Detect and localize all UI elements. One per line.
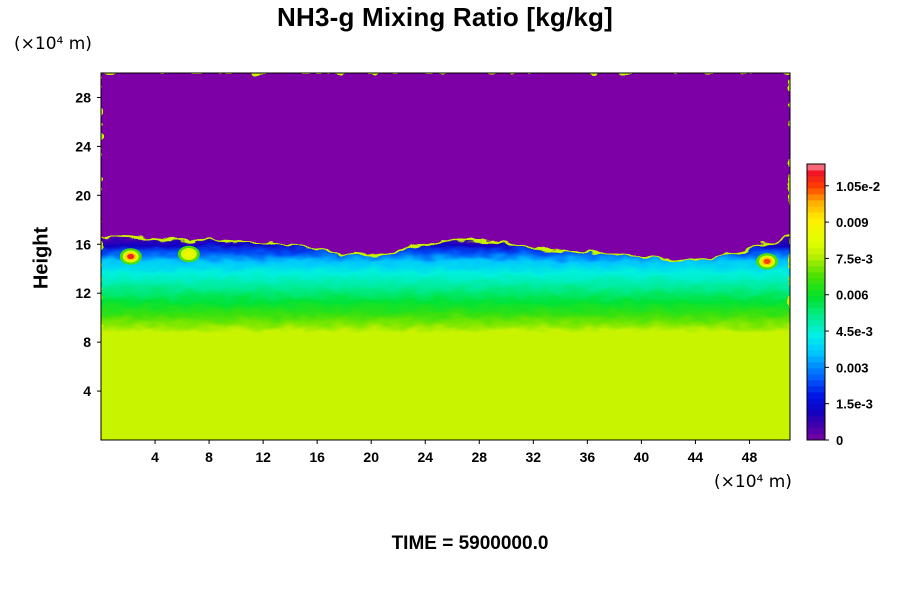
colorbar-segment [807,428,825,435]
x-tick-label: 44 [688,449,704,465]
x-tick-label: 8 [205,449,213,465]
colorbar-segment [807,344,825,351]
x-tick-label: 48 [742,449,758,465]
colorbar-segment [807,398,825,405]
colorbar-segment [807,236,825,243]
y-tick-label: 28 [75,89,91,105]
colorbar: 0 1.5e-3 0.003 4.5e-3 0.006 7.5e-3 0.009 1.05e-… [806,163,880,448]
colorbar-label: 4.5e-3 [836,324,873,339]
heatmap-plot [101,73,790,440]
colorbar-segment [807,332,825,339]
colorbar-segment [807,200,825,207]
colorbar-segment [807,260,825,267]
colorbar-segment [807,380,825,387]
colorbar-segment [807,164,825,171]
colorbar-segment [807,320,825,327]
colorbar-segment [807,374,825,381]
colorbar-label: 0 [836,433,843,448]
colorbar-segment [807,248,825,255]
colorbar-segment [807,212,825,219]
colorbar-segment [807,206,825,213]
colorbar-segment [807,308,825,315]
colorbar-segment [807,302,825,309]
colorbar-segment [807,266,825,273]
field-mixing-band [101,236,790,333]
colorbar-segment [807,296,825,303]
x-tick-label: 32 [526,449,542,465]
colorbar-segment [807,194,825,201]
colorbar-segment [807,338,825,345]
chart-title: NH3-g Mixing Ratio [kg/kg] [277,2,613,32]
colorbar-label: 0.003 [836,360,869,375]
colorbar-segment [807,434,825,441]
y-axis-unit: (×10⁴ m) [14,34,92,54]
y-tick-label: 12 [75,285,91,301]
y-tick-label: 8 [83,334,91,350]
colorbar-segment [807,362,825,369]
y-tick-label: 16 [75,236,91,252]
colorbar-segment [807,272,825,279]
x-tick-label: 4 [151,449,159,465]
colorbar-label: 0.006 [836,288,869,303]
colorbar-segment [807,326,825,333]
colorbar-segment [807,170,825,177]
colorbar-label: 7.5e-3 [836,251,873,266]
x-tick-label: 20 [363,449,379,465]
y-axis-ticks: 4 8 12 16 20 24 28 [75,89,101,399]
hotspot-3 [177,245,200,263]
colorbar-label: 0.009 [836,215,869,230]
colorbar-segment [807,416,825,423]
colorbar-segment [807,176,825,183]
x-tick-label: 12 [255,449,271,465]
colorbar-segment [807,230,825,237]
hotspot-1 [119,248,142,265]
hotspot-2 [756,253,779,270]
colorbar-segment [807,422,825,429]
time-label: TIME = 5900000.0 [391,533,549,554]
colorbar-segment [807,350,825,357]
x-tick-label: 28 [471,449,487,465]
colorbar-segment [807,182,825,189]
x-axis-ticks: 4 8 12 16 20 24 28 32 36 40 44 48 [151,440,757,465]
y-tick-label: 20 [75,187,91,203]
colorbar-label: 1.05e-2 [836,179,880,194]
colorbar-segment [807,410,825,417]
plot-frame [100,72,791,441]
colorbar-segment [807,278,825,285]
colorbar-segment [807,224,825,231]
field-upper-region [101,73,790,261]
x-axis-unit: (×10⁴ m) [714,472,792,492]
colorbar-segment [807,314,825,321]
colorbar-segment [807,188,825,195]
colorbar-segment [807,254,825,261]
x-tick-label: 36 [580,449,596,465]
x-tick-label: 40 [634,449,650,465]
colorbar-label: 1.5e-3 [836,397,873,412]
colorbar-segment [807,368,825,375]
colorbar-segment [807,218,825,225]
x-tick-label: 16 [309,449,325,465]
colorbar-frame [806,163,826,441]
colorbar-segment [807,242,825,249]
colorbar-segment [807,386,825,393]
colorbar-segment [807,404,825,411]
colorbar-segment [807,356,825,363]
y-tick-label: 4 [83,383,91,399]
y-tick-label: 24 [75,138,91,154]
x-tick-label: 24 [417,449,433,465]
colorbar-segment [807,392,825,399]
colorbar-segment [807,284,825,291]
colorbar-segment [807,290,825,297]
